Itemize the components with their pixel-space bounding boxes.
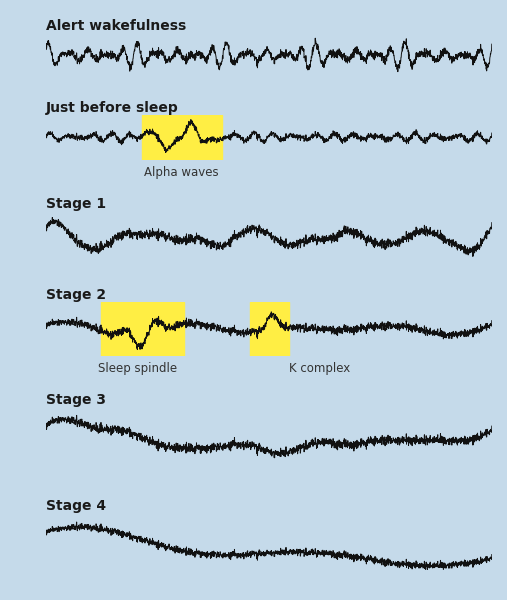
Text: Stage 4: Stage 4 (46, 499, 106, 513)
Text: Stage 2: Stage 2 (46, 288, 106, 302)
Text: Just before sleep: Just before sleep (46, 101, 178, 115)
Text: Stage 1: Stage 1 (46, 197, 106, 211)
Bar (141, 115, 222, 160)
Text: Alpha waves: Alpha waves (144, 166, 219, 179)
Text: Alert wakefulness: Alert wakefulness (46, 19, 186, 33)
Text: Stage 3: Stage 3 (46, 394, 105, 407)
Text: K complex: K complex (289, 362, 350, 375)
Text: Sleep spindle: Sleep spindle (97, 362, 176, 375)
Bar (250, 302, 289, 356)
Bar (101, 302, 184, 356)
